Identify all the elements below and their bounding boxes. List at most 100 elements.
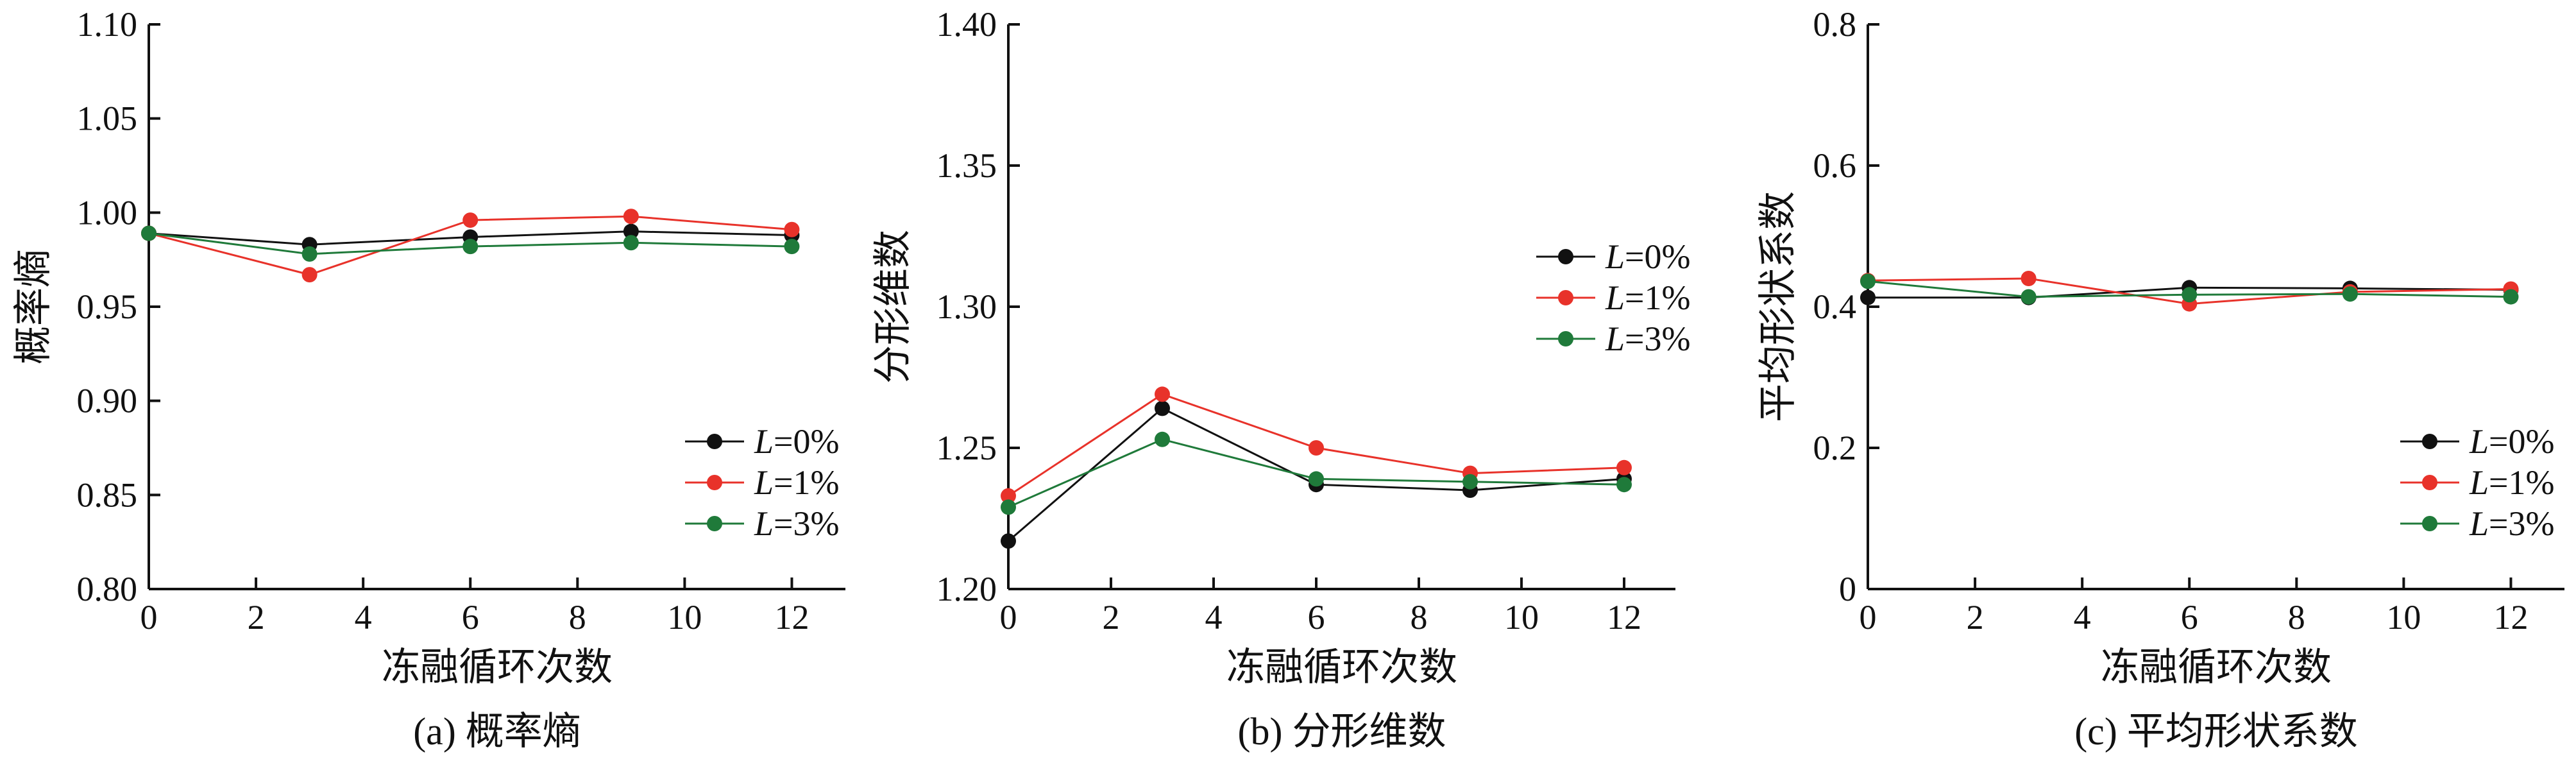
data-point [462, 212, 479, 228]
legend-label: L=1% [754, 463, 839, 502]
x-tick-label: 12 [1607, 598, 1641, 637]
y-tick-label: 0.80 [77, 570, 138, 608]
y-axis-label: 平均形状系数 [1757, 191, 1799, 422]
y-tick-label: 0.2 [1813, 429, 1857, 467]
data-point [2021, 271, 2037, 286]
x-tick-label: 6 [462, 598, 479, 637]
x-tick-label: 12 [2493, 598, 2528, 637]
series-L=3% [141, 225, 800, 262]
y-tick-label: 0 [1839, 570, 1856, 608]
panel-caption: (c) 平均形状系数 [2074, 710, 2358, 753]
data-point [1001, 488, 1016, 504]
y-tick-label: 0.90 [77, 382, 138, 420]
data-point [1001, 533, 1016, 549]
y-tick-label: 0.6 [1813, 146, 1857, 185]
x-tick-label: 6 [1308, 598, 1325, 637]
data-point [1860, 289, 1876, 305]
panel-caption: (b) 分形维数 [1238, 710, 1446, 753]
x-tick-label: 8 [2288, 598, 2305, 637]
data-point [1001, 499, 1016, 515]
x-tick-label: 10 [2386, 598, 2421, 637]
data-point [623, 209, 639, 225]
legend-label: L=0% [754, 422, 839, 461]
x-axis-label: 冻融循环次数 [2101, 646, 2332, 688]
data-point [784, 221, 800, 237]
data-point [301, 267, 318, 283]
data-point [1155, 386, 1170, 402]
data-point [141, 225, 157, 241]
legend: L=0%L=1%L=3% [685, 422, 839, 543]
data-point [784, 239, 800, 255]
legend: L=0%L=1%L=3% [1536, 237, 1690, 358]
x-axis-label: 冻融循环次数 [1226, 646, 1457, 688]
x-tick-label: 4 [2074, 598, 2091, 637]
legend-marker [2422, 516, 2437, 531]
x-tick-label: 2 [248, 598, 265, 637]
x-tick-label: 0 [140, 598, 158, 637]
x-tick-label: 6 [2181, 598, 2198, 637]
series-L=3% [1001, 431, 1632, 515]
y-tick-label: 1.35 [936, 146, 997, 185]
data-point [1309, 440, 1324, 456]
series-L=1% [141, 209, 800, 283]
y-tick-label: 1.40 [936, 5, 997, 44]
y-tick-label: 1.05 [77, 99, 138, 138]
data-point [1616, 459, 1632, 475]
legend-marker [1558, 331, 1573, 346]
legend-marker [1558, 249, 1573, 264]
data-point [462, 239, 479, 255]
data-point [623, 223, 639, 239]
x-tick-label: 0 [1860, 598, 1877, 637]
panel-caption: (a) 概率熵 [413, 710, 581, 753]
legend-label: L=3% [2469, 504, 2554, 543]
y-tick-label: 0.85 [77, 475, 138, 514]
y-tick-label: 0.8 [1813, 5, 1857, 44]
x-tick-label: 8 [1411, 598, 1428, 637]
data-point [1616, 477, 1632, 493]
series-L=3% [1860, 273, 2519, 305]
chart-panel-1: 0 2 4 6 8 10 12 0.80 0.85 0.90 0.95 1.00 1.05 1.10 冻融循… [12, 5, 845, 753]
y-tick-label: 1.20 [936, 570, 997, 608]
data-point [1860, 273, 1876, 289]
legend-label: L=3% [754, 504, 839, 543]
legend-marker [2422, 434, 2437, 449]
legend: L=0%L=1%L=3% [2400, 422, 2554, 543]
chart-panel-2: 0 2 4 6 8 10 12 1.20 1.25 1.30 1.35 1.40 冻融循环次数 分形维数 (… [872, 5, 1690, 753]
x-tick-label: 10 [667, 598, 702, 637]
y-tick-label: 1.00 [77, 193, 138, 232]
legend-marker [1558, 290, 1573, 305]
legend-marker [2422, 475, 2437, 490]
legend-marker [707, 434, 722, 449]
data-point [1155, 400, 1170, 416]
y-tick-label: 1.25 [936, 429, 997, 467]
data-point [2021, 289, 2037, 305]
data-point [301, 246, 318, 262]
y-tick-label: 0.4 [1813, 287, 1857, 326]
legend-label: L=3% [1605, 320, 1690, 358]
x-tick-label: 8 [569, 598, 586, 637]
x-tick-label: 4 [1205, 598, 1223, 637]
x-axis-label: 冻融循环次数 [382, 646, 613, 688]
legend-marker [707, 516, 722, 531]
legend-label: L=1% [1605, 278, 1690, 317]
x-tick-label: 4 [355, 598, 372, 637]
data-point [623, 235, 639, 251]
legend-label: L=1% [2469, 463, 2554, 502]
y-axis-label: 分形维数 [872, 230, 914, 384]
x-tick-label: 2 [1103, 598, 1120, 637]
x-tick-label: 10 [1504, 598, 1539, 637]
y-tick-label: 1.10 [77, 5, 138, 44]
x-tick-label: 2 [1967, 598, 1984, 637]
data-point [2342, 286, 2358, 302]
data-point [2503, 289, 2519, 305]
data-point [1462, 474, 1478, 490]
legend-marker [707, 475, 722, 490]
data-point [1309, 471, 1324, 487]
x-tick-label: 0 [1000, 598, 1017, 637]
data-point [1155, 431, 1170, 447]
y-axis-label: 概率熵 [12, 249, 55, 364]
chart-panel-3: 0 2 4 6 8 10 12 0 0.2 0.4 0.6 0.8 冻融循环次数 平均形状系数 (c) 平均… [1757, 5, 2564, 753]
legend-label: L=0% [1605, 237, 1690, 276]
data-point [2182, 287, 2198, 303]
